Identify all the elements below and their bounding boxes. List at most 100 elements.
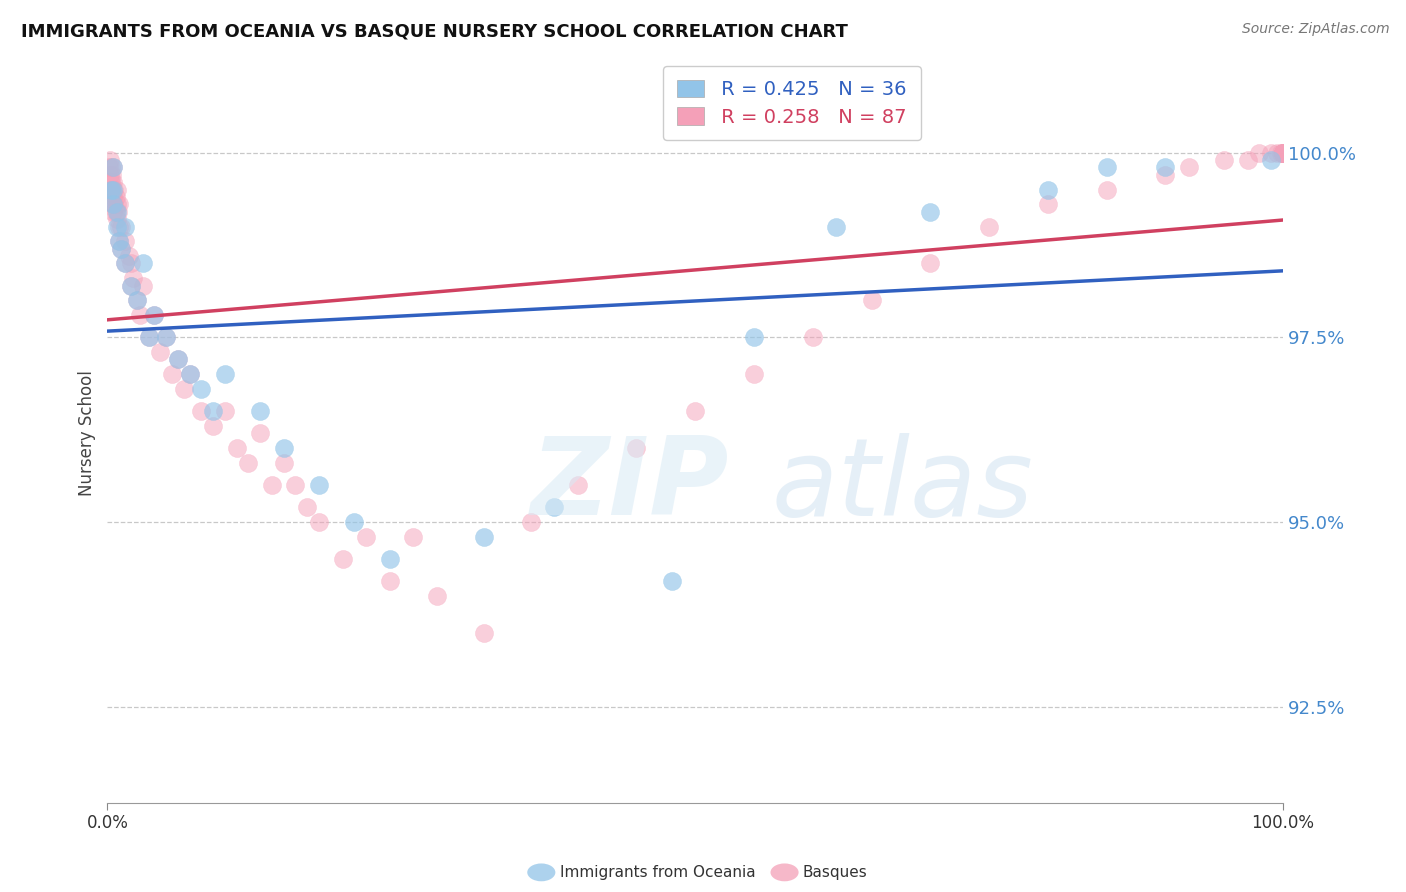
Point	[98, 153, 121, 167]
Point	[567, 478, 589, 492]
Point	[1272, 145, 1295, 160]
Point	[97, 161, 120, 175]
Text: ZIP: ZIP	[530, 432, 728, 538]
Point	[214, 404, 236, 418]
Point	[519, 515, 541, 529]
Point	[1272, 145, 1295, 160]
Point	[214, 368, 236, 382]
Point	[114, 256, 136, 270]
Point	[661, 574, 683, 588]
Point	[1154, 168, 1177, 182]
Point	[1272, 145, 1295, 160]
Point	[125, 293, 148, 308]
Point	[297, 500, 319, 515]
Point	[131, 256, 153, 270]
Point	[1270, 145, 1292, 160]
Point	[1236, 153, 1258, 167]
Point	[105, 204, 128, 219]
Point	[100, 183, 122, 197]
Point	[190, 404, 212, 418]
Point	[543, 500, 565, 515]
Text: Source: ZipAtlas.com: Source: ZipAtlas.com	[1241, 22, 1389, 37]
Point	[179, 368, 201, 382]
Point	[114, 256, 136, 270]
Point	[131, 278, 153, 293]
Point	[107, 204, 129, 219]
Point	[101, 183, 124, 197]
Point	[103, 183, 125, 197]
Point	[308, 478, 330, 492]
Point	[122, 271, 145, 285]
Point	[1260, 145, 1282, 160]
Point	[138, 330, 160, 344]
Point	[129, 308, 152, 322]
Point	[114, 235, 136, 249]
Point	[977, 219, 1000, 234]
Point	[825, 219, 848, 234]
Point	[104, 190, 127, 204]
Point	[98, 168, 121, 182]
Point	[1272, 145, 1295, 160]
Point	[225, 441, 247, 455]
Point	[683, 404, 706, 418]
Point	[120, 256, 142, 270]
Point	[260, 478, 283, 492]
Point	[354, 530, 377, 544]
Point	[117, 249, 139, 263]
Point	[103, 183, 125, 197]
Point	[742, 330, 765, 344]
Point	[1272, 145, 1295, 160]
Point	[1095, 183, 1118, 197]
Point	[1272, 145, 1295, 160]
Point	[103, 197, 125, 211]
Point	[472, 530, 495, 544]
Point	[103, 161, 125, 175]
Point	[105, 183, 128, 197]
Point	[273, 456, 295, 470]
Point	[1213, 153, 1236, 167]
Point	[1272, 145, 1295, 160]
Point	[1154, 161, 1177, 175]
Point	[1265, 145, 1288, 160]
Point	[1036, 183, 1059, 197]
Point	[108, 235, 131, 249]
Point	[105, 212, 128, 227]
Point	[425, 589, 447, 603]
Point	[173, 382, 195, 396]
Point	[742, 368, 765, 382]
Point	[801, 330, 824, 344]
Text: IMMIGRANTS FROM OCEANIA VS BASQUE NURSERY SCHOOL CORRELATION CHART: IMMIGRANTS FROM OCEANIA VS BASQUE NURSER…	[21, 22, 848, 40]
Point	[190, 382, 212, 396]
Point	[103, 175, 125, 189]
Point	[378, 552, 401, 566]
Point	[110, 242, 132, 256]
Text: atlas: atlas	[772, 433, 1033, 538]
Point	[160, 368, 183, 382]
Point	[103, 190, 125, 204]
Point	[284, 478, 307, 492]
Point	[120, 278, 142, 293]
Point	[100, 161, 122, 175]
Point	[101, 168, 124, 182]
Y-axis label: Nursery School: Nursery School	[79, 370, 96, 496]
Point	[120, 278, 142, 293]
Point	[249, 426, 271, 441]
Point	[273, 441, 295, 455]
Point	[104, 204, 127, 219]
Point	[202, 419, 225, 434]
Point	[179, 368, 201, 382]
Point	[860, 293, 883, 308]
Text: Immigrants from Oceania: Immigrants from Oceania	[560, 865, 755, 880]
Point	[1036, 197, 1059, 211]
Point	[149, 345, 172, 359]
Point	[103, 161, 125, 175]
Point	[1249, 145, 1271, 160]
Point	[100, 183, 122, 197]
Point	[308, 515, 330, 529]
Point	[103, 204, 125, 219]
Point	[138, 330, 160, 344]
Point	[332, 552, 354, 566]
Point	[108, 197, 131, 211]
Point	[238, 456, 260, 470]
Point	[155, 330, 177, 344]
